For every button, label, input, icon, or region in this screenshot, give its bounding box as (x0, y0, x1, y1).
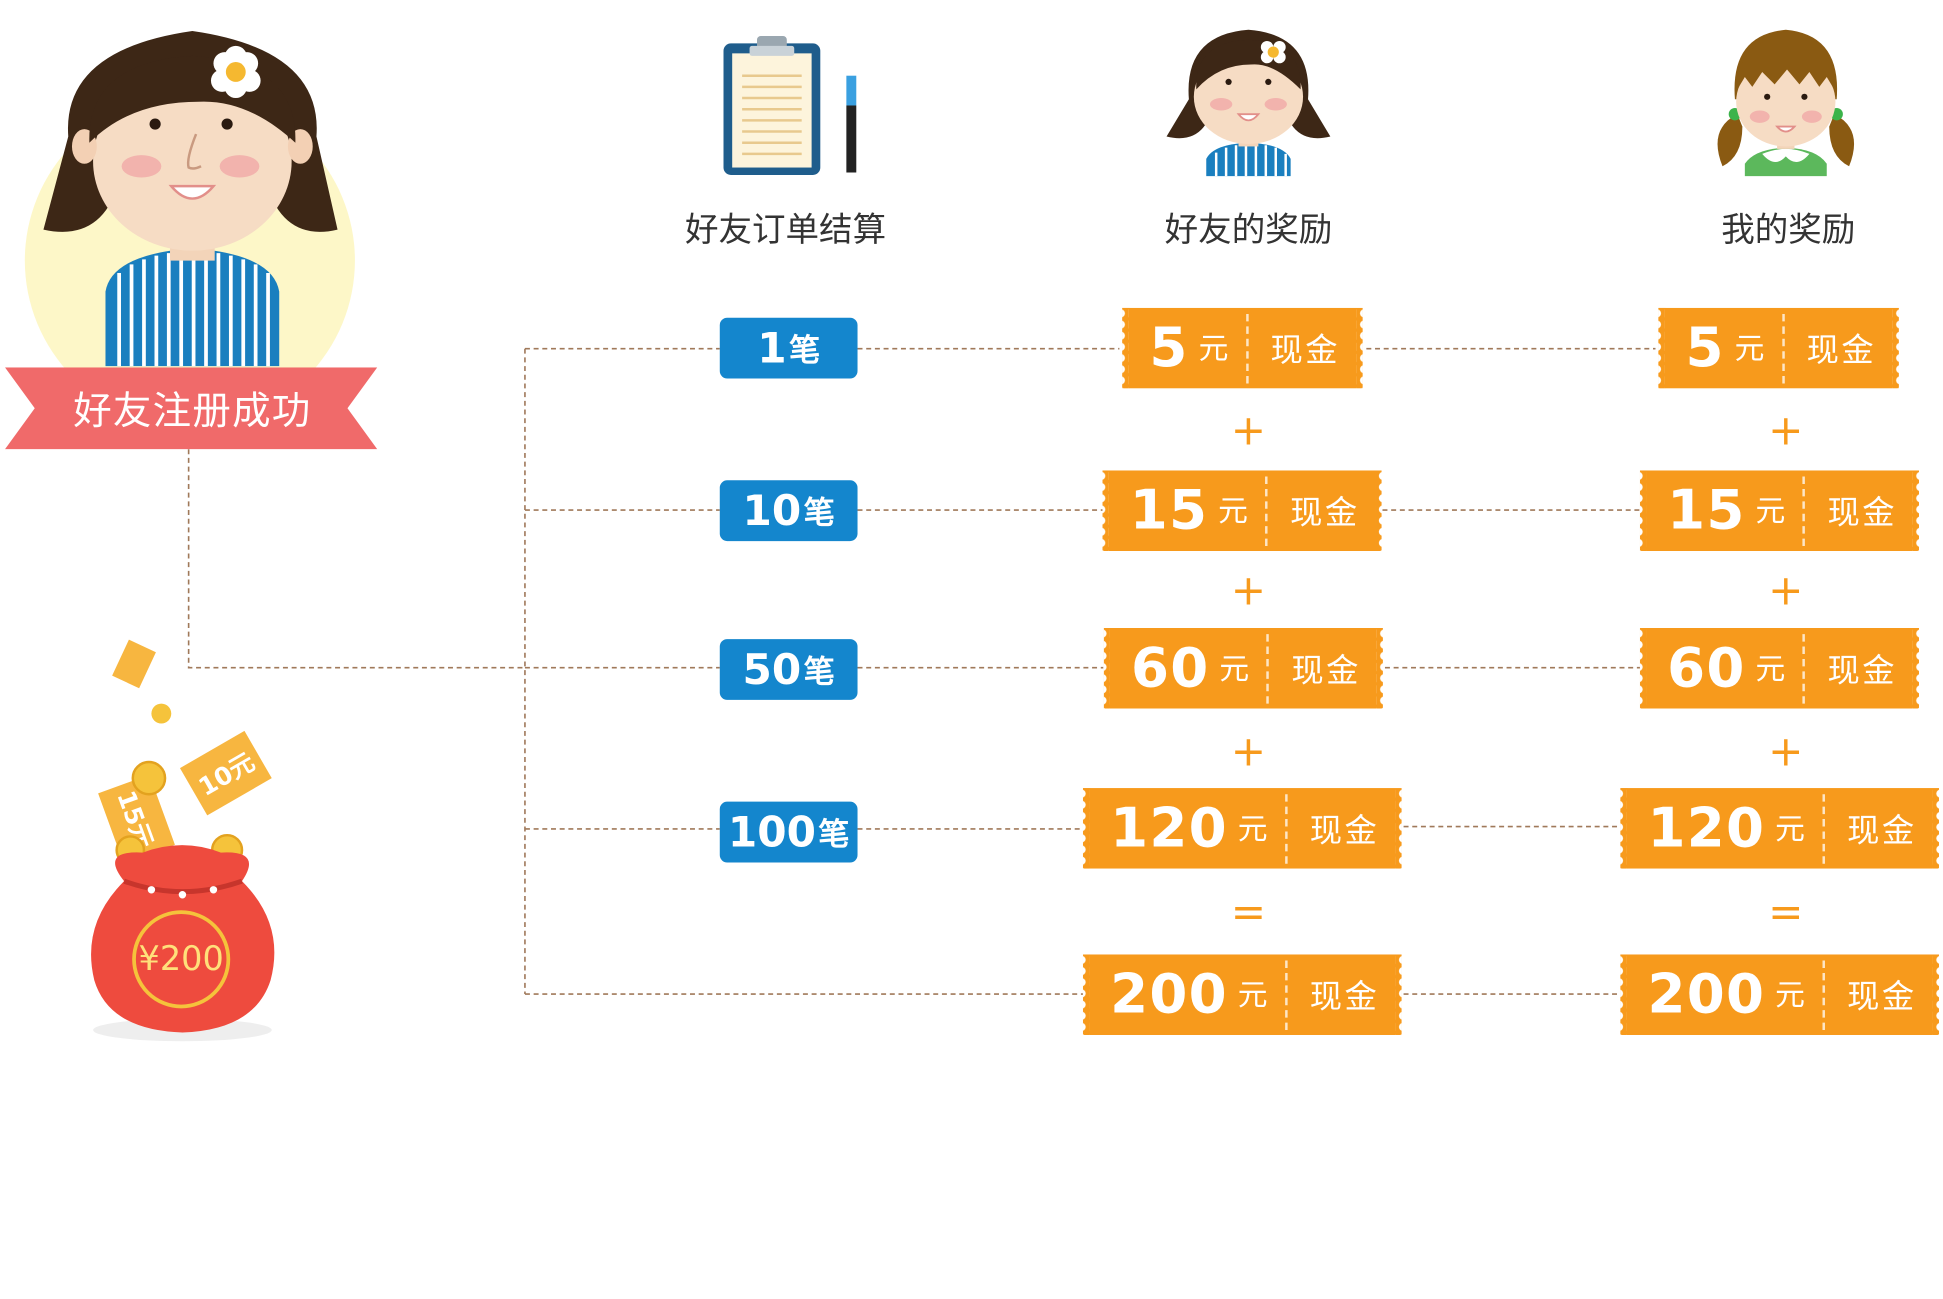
friend-reward-ticket-60: 60 元 现金 (1102, 627, 1384, 709)
order-count: 1 (757, 323, 787, 373)
reward-type: 现金 (1290, 495, 1360, 533)
reward-amount: 60 (1131, 636, 1210, 700)
reward-amount: 200 (1110, 963, 1228, 1027)
reward-amount: 200 (1647, 963, 1766, 1027)
my-avatar (1717, 29, 1855, 177)
friend-reward-ticket-200: 200 元 现金 (1081, 954, 1402, 1035)
reward-type: 现金 (1827, 495, 1898, 533)
banner-connector (187, 449, 525, 669)
plus-sign: + (1230, 405, 1267, 456)
reward-amount: 5 (1149, 316, 1189, 380)
friend-avatar-small (1166, 29, 1331, 177)
plus-sign: + (1768, 727, 1804, 777)
order-unit: 笔 (803, 653, 835, 690)
reward-amount: 120 (1110, 796, 1228, 861)
reward-type: 现金 (1847, 812, 1917, 851)
reward-unit: 元 (1237, 811, 1268, 847)
my-reward-ticket-15: 15 元 现金 (1638, 470, 1920, 552)
my-reward-ticket-60: 60 元 现金 (1638, 627, 1920, 709)
reward-type: 现金 (1309, 979, 1380, 1017)
order-pill-50: 50 笔 (719, 639, 858, 700)
reward-unit: 元 (1755, 493, 1786, 529)
reward-unit: 元 (1755, 651, 1786, 687)
column-title-my-reward: 我的奖励 (1721, 210, 1856, 250)
reward-type: 现金 (1847, 979, 1917, 1017)
reward-unit: 元 (1237, 977, 1268, 1013)
reward-amount: 15 (1129, 479, 1209, 543)
reward-unit: 元 (1734, 331, 1765, 367)
order-count: 10 (742, 485, 802, 536)
banner-ribbon (4, 367, 378, 450)
equals-sign: = (1230, 887, 1267, 937)
order-count: 50 (742, 644, 802, 695)
banner-label: 好友注册成功 (73, 389, 312, 434)
order-pill-100: 100 笔 (719, 801, 858, 863)
plus-sign: + (1768, 405, 1804, 456)
order-unit: 笔 (803, 494, 835, 531)
column-title-orders: 好友订单结算 (685, 210, 887, 250)
plus-sign: + (1768, 565, 1804, 616)
reward-unit: 元 (1198, 331, 1229, 367)
clipboard-icon (723, 35, 857, 175)
order-unit: 笔 (789, 331, 821, 368)
reward-unit: 元 (1218, 493, 1248, 529)
bag-amount-label: ¥200 (138, 940, 224, 979)
order-count: 100 (727, 807, 816, 857)
reward-type: 现金 (1806, 332, 1877, 370)
reward-amount: 120 (1647, 796, 1766, 861)
plus-sign: + (1230, 727, 1267, 777)
money-bag-illustration: 10元 15元 (91, 639, 275, 1042)
reward-type: 现金 (1309, 812, 1380, 851)
my-reward-ticket-120: 120 元 现金 (1618, 788, 1939, 869)
reward-type: 现金 (1291, 652, 1361, 690)
friend-avatar-large (24, 31, 355, 385)
friend-reward-ticket-120: 120 元 现金 (1081, 788, 1402, 869)
plus-sign: + (1230, 565, 1267, 616)
column-title-friend-reward: 好友的奖励 (1164, 210, 1333, 250)
friend-reward-ticket-15: 15 元 现金 (1101, 470, 1383, 552)
equals-sign: = (1768, 887, 1804, 937)
my-reward-ticket-200: 200 元 现金 (1618, 954, 1939, 1035)
reward-amount: 60 (1667, 636, 1746, 700)
order-unit: 笔 (818, 815, 850, 852)
reward-amount: 15 (1667, 479, 1746, 543)
reward-amount: 5 (1685, 316, 1725, 380)
reward-type: 现金 (1827, 652, 1898, 690)
reward-unit: 元 (1775, 811, 1805, 847)
reward-unit: 元 (1219, 651, 1250, 687)
reward-unit: 元 (1775, 977, 1805, 1013)
order-pill-10: 10 笔 (719, 480, 858, 542)
reward-type: 现金 (1270, 332, 1341, 370)
connector-lines (187, 347, 1656, 995)
